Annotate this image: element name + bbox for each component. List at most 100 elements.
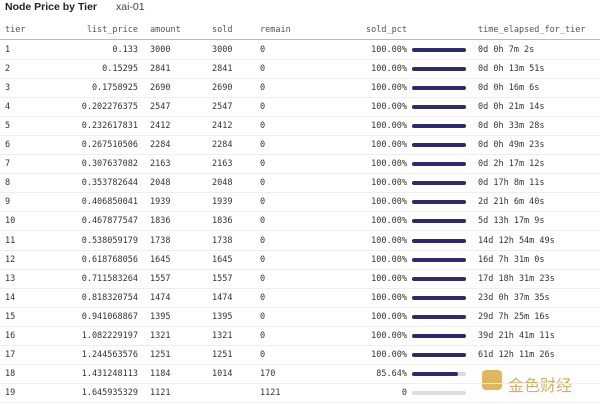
- progress-track: [412, 257, 466, 262]
- table-cell: 1738: [212, 235, 233, 246]
- table-cell: 1184: [150, 368, 171, 379]
- table-cell: 1738: [150, 235, 171, 246]
- table-cell: 2547: [212, 102, 233, 113]
- sold-pct: 100.00%: [371, 311, 407, 322]
- table-cell: 7: [5, 159, 11, 170]
- table-cell: 6: [5, 140, 11, 151]
- table-cell: 2412: [150, 121, 171, 132]
- sold-pct: 100.00%: [371, 292, 407, 303]
- sold-pct: 100.00%: [371, 45, 407, 55]
- table-cell: 11: [5, 235, 16, 246]
- progress-track: [412, 390, 466, 395]
- sold-pct: 100.00%: [371, 102, 407, 113]
- table-cell: 0.353782644: [81, 178, 138, 189]
- table-cell: 13: [5, 273, 16, 284]
- table-row: 3 0.1758925 2690 2690 0 100.00% 0d 0h 16m 6s: [0, 78, 600, 99]
- table-cell: 0: [260, 235, 266, 246]
- column-header: tier: [5, 25, 26, 35]
- sold-pct: 100.00%: [371, 64, 407, 75]
- sold-pct: 100.00%: [371, 273, 407, 284]
- table-cell: 1.244563576: [81, 349, 138, 360]
- table-cell: 2412: [212, 121, 233, 132]
- table-cell: 9: [5, 197, 11, 208]
- progress-track: [412, 219, 466, 224]
- progress-track: [412, 181, 466, 186]
- sold-pct: 100.00%: [371, 254, 407, 265]
- table-cell: 0.267510506: [81, 140, 138, 151]
- table-cell: 17: [5, 349, 16, 360]
- table-row: 13 0.711583264 1557 1557 0 100.00% 17d 18h 31m…: [0, 269, 600, 289]
- table-row: 8 0.353782644 2048 2048 0 100.00% 0d 17h 8m 11…: [0, 173, 600, 194]
- progress-track: [412, 371, 466, 376]
- table-cell: 17d 18h 31m 23s: [478, 273, 555, 284]
- table-cell: 2048: [150, 178, 171, 189]
- table-cell: 1: [5, 45, 11, 55]
- table-cell: 0: [260, 349, 266, 360]
- table-cell: 1395: [212, 311, 233, 322]
- table-cell: 0: [260, 273, 266, 284]
- table-cell: 0.941068867: [81, 311, 138, 322]
- title: Node Price by Tier: [5, 1, 98, 13]
- progress-bar: [412, 257, 466, 262]
- table-cell: 0.818320754: [81, 292, 138, 303]
- progress-bar: [412, 67, 466, 72]
- progress-bar: [412, 105, 466, 110]
- table-cell: 19: [5, 387, 16, 398]
- table-cell: 0: [260, 330, 266, 341]
- column-header: sold_pct: [366, 25, 407, 35]
- progress-track: [412, 48, 466, 52]
- table-row: 1 0.133 3000 3000 0 100.00% 0d 0h 7m 2s: [0, 40, 600, 60]
- progress-track: [412, 314, 466, 319]
- table-cell: 1474: [150, 292, 171, 303]
- table-cell: 1.431248113: [81, 368, 138, 379]
- progress-track: [412, 105, 466, 110]
- table-cell: 0: [260, 292, 266, 303]
- table-cell: 1121: [260, 387, 281, 398]
- table-cell: 1251: [212, 349, 233, 360]
- sold-pct: 0: [401, 387, 407, 398]
- table-cell: 12: [5, 254, 16, 265]
- table-cell: 23d 0h 37m 35s: [478, 292, 550, 303]
- table-cell: 1.082229197: [81, 330, 138, 341]
- table-cell: 3000: [212, 45, 233, 55]
- table-cell: 18: [5, 368, 16, 379]
- table-cell: 0.15295: [102, 64, 138, 75]
- table-cell: 0d 0h 13m 51s: [478, 64, 545, 75]
- table-cell: 5: [5, 121, 11, 132]
- table-cell: 0: [260, 83, 266, 94]
- table-cell: 0.202276375: [81, 102, 138, 113]
- table-cell: 2547: [150, 102, 171, 113]
- progress-track: [412, 200, 466, 205]
- table-row: 4 0.202276375 2547 2547 0 100.00% 0d 0h 21m 14…: [0, 97, 600, 118]
- table-cell: 10: [5, 216, 16, 227]
- progress-bar: [412, 295, 466, 300]
- table-cell: 1645: [150, 254, 171, 265]
- table-cell: 1474: [212, 292, 233, 303]
- column-header: list_price: [86, 25, 138, 35]
- progress-bar: [412, 371, 459, 376]
- table-cell: 15: [5, 311, 16, 322]
- table-row: 16 1.082229197 1321 1321 0 100.00% 39d 21h 41m…: [0, 326, 600, 346]
- progress-bar: [412, 276, 466, 281]
- table-cell: 0: [260, 102, 266, 113]
- table-row: 9 0.406850041 1939 1939 0 100.00% 2d 21h 6m 40…: [0, 192, 600, 213]
- table-cell: 1939: [150, 197, 171, 208]
- table-cell: 0.711583264: [81, 273, 138, 284]
- table-cell: 0d 17h 8m 11s: [478, 178, 545, 189]
- table-cell: 170: [260, 368, 276, 379]
- table-cell: 0: [260, 45, 266, 55]
- table-cell: 0.232617831: [81, 121, 138, 132]
- table-cell: 8: [5, 178, 11, 189]
- table-cell: 0.406850041: [81, 197, 138, 208]
- table-row: 6 0.267510506 2284 2284 0 100.00% 0d 0h 49m 23…: [0, 135, 600, 156]
- table-cell: 0: [260, 197, 266, 208]
- table-cell: 2284: [212, 140, 233, 151]
- table-cell: 0.307637082: [81, 159, 138, 170]
- table-cell: 1321: [150, 330, 171, 341]
- table-cell: 29d 7h 25m 16s: [478, 311, 550, 322]
- subtitle: xai-01: [116, 1, 145, 13]
- table-row: 11 0.538059179 1738 1738 0 100.00% 14d 12h 54m…: [0, 231, 600, 251]
- progress-bar: [412, 86, 466, 91]
- column-header: remain: [260, 25, 291, 35]
- table-cell: 0.538059179: [81, 235, 138, 246]
